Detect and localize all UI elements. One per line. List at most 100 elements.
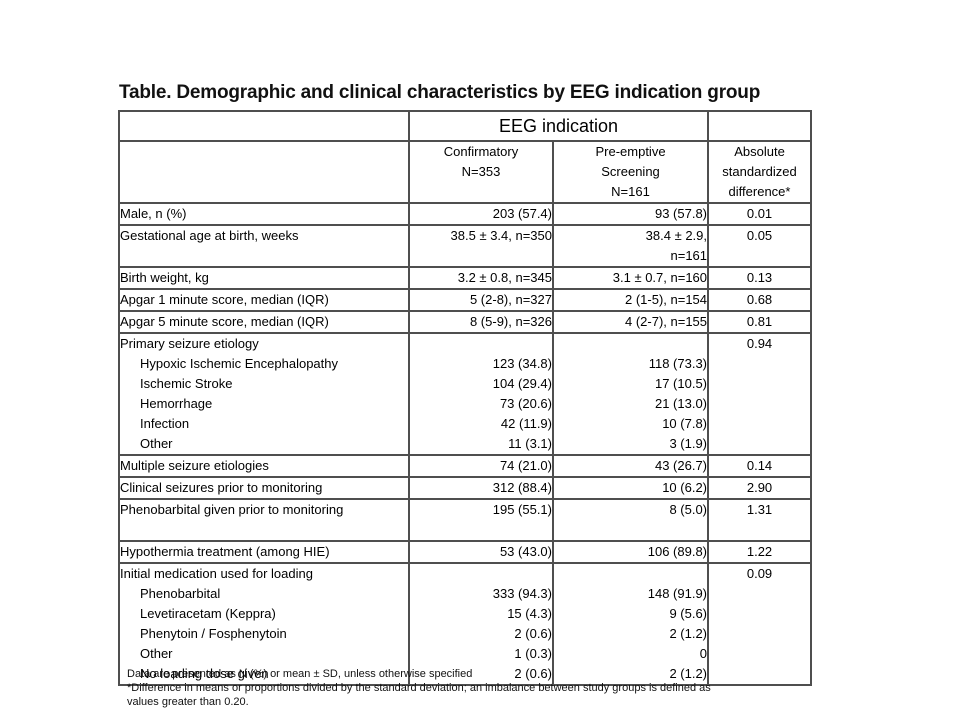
confirmatory-cell: 53 (43.0) (408, 540, 554, 564)
cell-line: 0.14 (746, 458, 773, 473)
row-label-cell: Apgar 5 minute score, median (IQR) (118, 310, 410, 334)
asd-cell: 0.01 (707, 202, 813, 226)
preemptive-cell: 118 (73.3) 17 (10.5) 21 (13.0) 10 (7.8) 3 (1… (551, 332, 710, 456)
confirmatory-cell: 3.2 ± 0.8, n=345 (408, 266, 554, 290)
asd-column-header: Absolute standardized difference* (707, 140, 813, 204)
row-label-cell: Clinical seizures prior to monitoring (118, 476, 410, 500)
cell-line: 10 (7.8) (662, 416, 708, 431)
cell-line: 2 (1.2) (669, 666, 708, 681)
page-title: Table. Demographic and clinical characte… (119, 82, 761, 103)
confirmatory-cell: 333 (94.3) 15 (4.3) 2 (0.6) 1 (0.3) 2 (0.6) (408, 562, 554, 686)
column-header-line: standardized (722, 164, 797, 179)
cell-line: 10 (6.2) (662, 480, 708, 495)
cell-line: 17 (10.5) (654, 376, 708, 391)
table-row: Clinical seizures prior to monitoring 312… (118, 476, 813, 500)
cell-line: Phenobarbital given prior to monitoring (120, 502, 344, 517)
asd-cell: 1.31 (707, 498, 813, 542)
confirmatory-column-header: Confirmatory N=353 (408, 140, 554, 204)
cell-line: 38.4 ± 2.9, (645, 228, 708, 243)
table-column-header-row: Confirmatory N=353 Pre-emptive Screening… (118, 140, 813, 204)
asd-cell: 0.05 (707, 224, 813, 268)
table-row: Multiple seizure etiologies 74 (21.0) 43 (… (118, 454, 813, 478)
cell-line: 0.81 (746, 314, 773, 329)
row-label-cell: Primary seizure etiology Hypoxic Ischemic… (118, 332, 410, 456)
confirmatory-cell: 38.5 ± 3.4, n=350 (408, 224, 554, 268)
cell-line: 93 (57.8) (654, 206, 708, 221)
table-row: Male, n (%) 203 (57.4) 93 (57.8) 0.01 (118, 202, 813, 226)
cell-line: 15 (4.3) (507, 606, 552, 621)
cell-line: 203 (57.4) (492, 206, 552, 221)
cell-line: 5 (2-8), n=327 (469, 292, 552, 307)
footnote-line: Data are presented as N (%) or mean ± SD… (127, 668, 473, 680)
footnote-line: values greater than 0.20. (127, 696, 249, 708)
table-row: Phenobarbital given prior to monitoring 1… (118, 498, 813, 542)
data-table: EEG indication Confirmatory N=353 Pre-em… (118, 110, 813, 686)
cell-line: Gestational age at birth, weeks (120, 228, 299, 243)
cell-line: 1.22 (746, 544, 773, 559)
table-row: Gestational age at birth, weeks 38.5 ± 3.… (118, 224, 813, 268)
column-header-line: Screening (601, 164, 660, 179)
asd-cell: 0.09 (707, 562, 813, 686)
cell-line: 0.68 (746, 292, 773, 307)
preemptive-cell: 10 (6.2) (551, 476, 710, 500)
table-row: Apgar 1 minute score, median (IQR) 5 (2-8… (118, 288, 813, 312)
cell-line: Infection (140, 416, 190, 431)
cell-line (121, 520, 407, 539)
cell-line: 104 (29.4) (492, 376, 552, 391)
cell-line: No loading dose given (140, 666, 269, 681)
confirmatory-cell: 123 (34.8) 104 (29.4) 73 (20.6) 42 (11.9) 11… (408, 332, 554, 456)
cell-line: 11 (3.1) (508, 436, 552, 451)
cell-line (555, 335, 706, 354)
cell-line: 0.13 (746, 270, 773, 285)
cell-line: 4 (2-7), n=155 (624, 314, 708, 329)
row-label-cell: Initial medication used for loading Pheno… (118, 562, 410, 686)
table-row: Apgar 5 minute score, median (IQR) 8 (5-9… (118, 310, 813, 334)
cell-line: Ischemic Stroke (140, 376, 233, 391)
cell-line: 0 (699, 646, 708, 661)
cell-line: Phenobarbital (140, 586, 221, 601)
asd-cell: 0.13 (707, 266, 813, 290)
preemptive-cell: 93 (57.8) (551, 202, 710, 226)
column-header-line: Absolute (734, 144, 785, 159)
cell-line: 0.94 (746, 336, 773, 351)
cell-line: Birth weight, kg (120, 270, 209, 285)
cell-line: Hemorrhage (140, 396, 213, 411)
preemptive-column-header: Pre-emptive Screening N=161 (551, 140, 710, 204)
cell-line: 42 (11.9) (500, 416, 552, 431)
cell-line: Hypoxic Ischemic Encephalopathy (140, 356, 338, 371)
column-header-line: Confirmatory (443, 144, 519, 159)
asd-cell: 0.81 (707, 310, 813, 334)
row-label-cell: Hypothermia treatment (among HIE) (118, 540, 410, 564)
cell-line: 2.90 (746, 480, 773, 495)
cell-line: Apgar 1 minute score, median (IQR) (120, 292, 329, 307)
cell-line: 1.31 (746, 502, 773, 517)
cell-line: Primary seizure etiology (120, 336, 259, 351)
cell-line (555, 565, 706, 584)
cell-line: 53 (43.0) (499, 544, 552, 559)
row-label-cell: Gestational age at birth, weeks (118, 224, 410, 268)
cell-line: Levetiracetam (Keppra) (140, 606, 276, 621)
column-header-line: Pre-emptive (595, 144, 666, 159)
cell-line: 3.1 ± 0.7, n=160 (612, 270, 708, 285)
table-row: Hypothermia treatment (among HIE) 53 (43.… (118, 540, 813, 564)
row-label-cell: Phenobarbital given prior to monitoring (118, 498, 410, 542)
cell-line: 1 (0.3) (514, 646, 552, 661)
cell-line: 0.09 (746, 566, 773, 581)
cell-line: 312 (88.4) (492, 480, 552, 495)
footnote-line: *Difference in means or proportions divi… (127, 682, 711, 694)
empty-header-cell (118, 140, 410, 204)
column-header-line: N=353 (461, 164, 501, 179)
cell-line: 2 (1-5), n=154 (624, 292, 708, 307)
cell-line: 106 (89.8) (647, 544, 708, 559)
cell-line: 43 (26.7) (654, 458, 708, 473)
preemptive-cell: 38.4 ± 2.9, n=161 (551, 224, 710, 268)
preemptive-cell: 148 (91.9) 9 (5.6) 2 (1.2) 0 2 (1.2) (551, 562, 710, 686)
cell-line: Multiple seizure etiologies (120, 458, 269, 473)
column-header-line: N=161 (611, 184, 650, 199)
row-label-cell: Multiple seizure etiologies (118, 454, 410, 478)
table-group-row: Primary seizure etiology Hypoxic Ischemic… (118, 332, 813, 456)
preemptive-cell: 3.1 ± 0.7, n=160 (551, 266, 710, 290)
cell-line: 195 (55.1) (492, 502, 552, 517)
cell-line (411, 565, 551, 584)
preemptive-cell: 43 (26.7) (551, 454, 710, 478)
